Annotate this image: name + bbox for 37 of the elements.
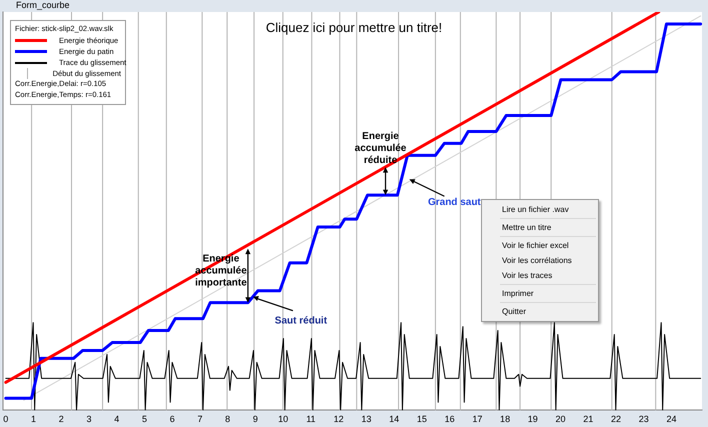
x-tick-label: 18 [500, 414, 510, 424]
x-tick-label: 20 [556, 414, 566, 424]
x-tick-label: 11 [306, 414, 316, 424]
x-tick-label: 8 [225, 414, 230, 424]
annotation: Saut réduit [274, 315, 328, 326]
annotation: Energie accumulée réduite [354, 130, 407, 166]
x-tick-label: 9 [252, 414, 258, 424]
x-tick-label: 21 [583, 414, 594, 424]
x-tick-label: 17 [472, 414, 482, 424]
x-tick-label: 6 [170, 414, 175, 424]
annotation: Imprimer [501, 288, 535, 300]
x-tick-label: 2 [58, 414, 64, 424]
annotation: Grand saut [428, 196, 482, 208]
x-tick-label: 12 [334, 414, 344, 424]
x-tick-label: 23 [638, 414, 649, 424]
x-tick-label: 7 [197, 414, 202, 424]
annotation: Quitter [501, 306, 528, 318]
annotation: Lire un fichier .wav [501, 204, 570, 216]
x-tick-label: 13 [361, 414, 372, 424]
x-tick-label: 10 [278, 414, 288, 424]
x-tick-label: 24 [666, 414, 676, 424]
x-tick-label: 3 [86, 414, 92, 424]
x-tick-label: 0 [3, 414, 8, 424]
annotation: Voir le fichier excel [501, 240, 570, 252]
x-tick-label: 15 [416, 414, 427, 424]
x-tick-label: 1 [31, 414, 36, 424]
x-tick-label: 5 [142, 414, 147, 424]
x-tick-label: 16 [444, 414, 455, 424]
x-tick-label: 22 [611, 414, 622, 424]
x-tick-label: 19 [528, 414, 538, 424]
annotation: Mettre un titre [501, 222, 552, 234]
annotation: Voir les corrélations [501, 255, 573, 267]
annotation: Voir les traces [501, 270, 554, 282]
x-tick-label: 4 [114, 414, 120, 424]
text: Form_courbe [16, 0, 70, 10]
text: Cliquez ici pour mettre un titre! [266, 20, 442, 35]
x-tick-label: 14 [389, 414, 400, 424]
